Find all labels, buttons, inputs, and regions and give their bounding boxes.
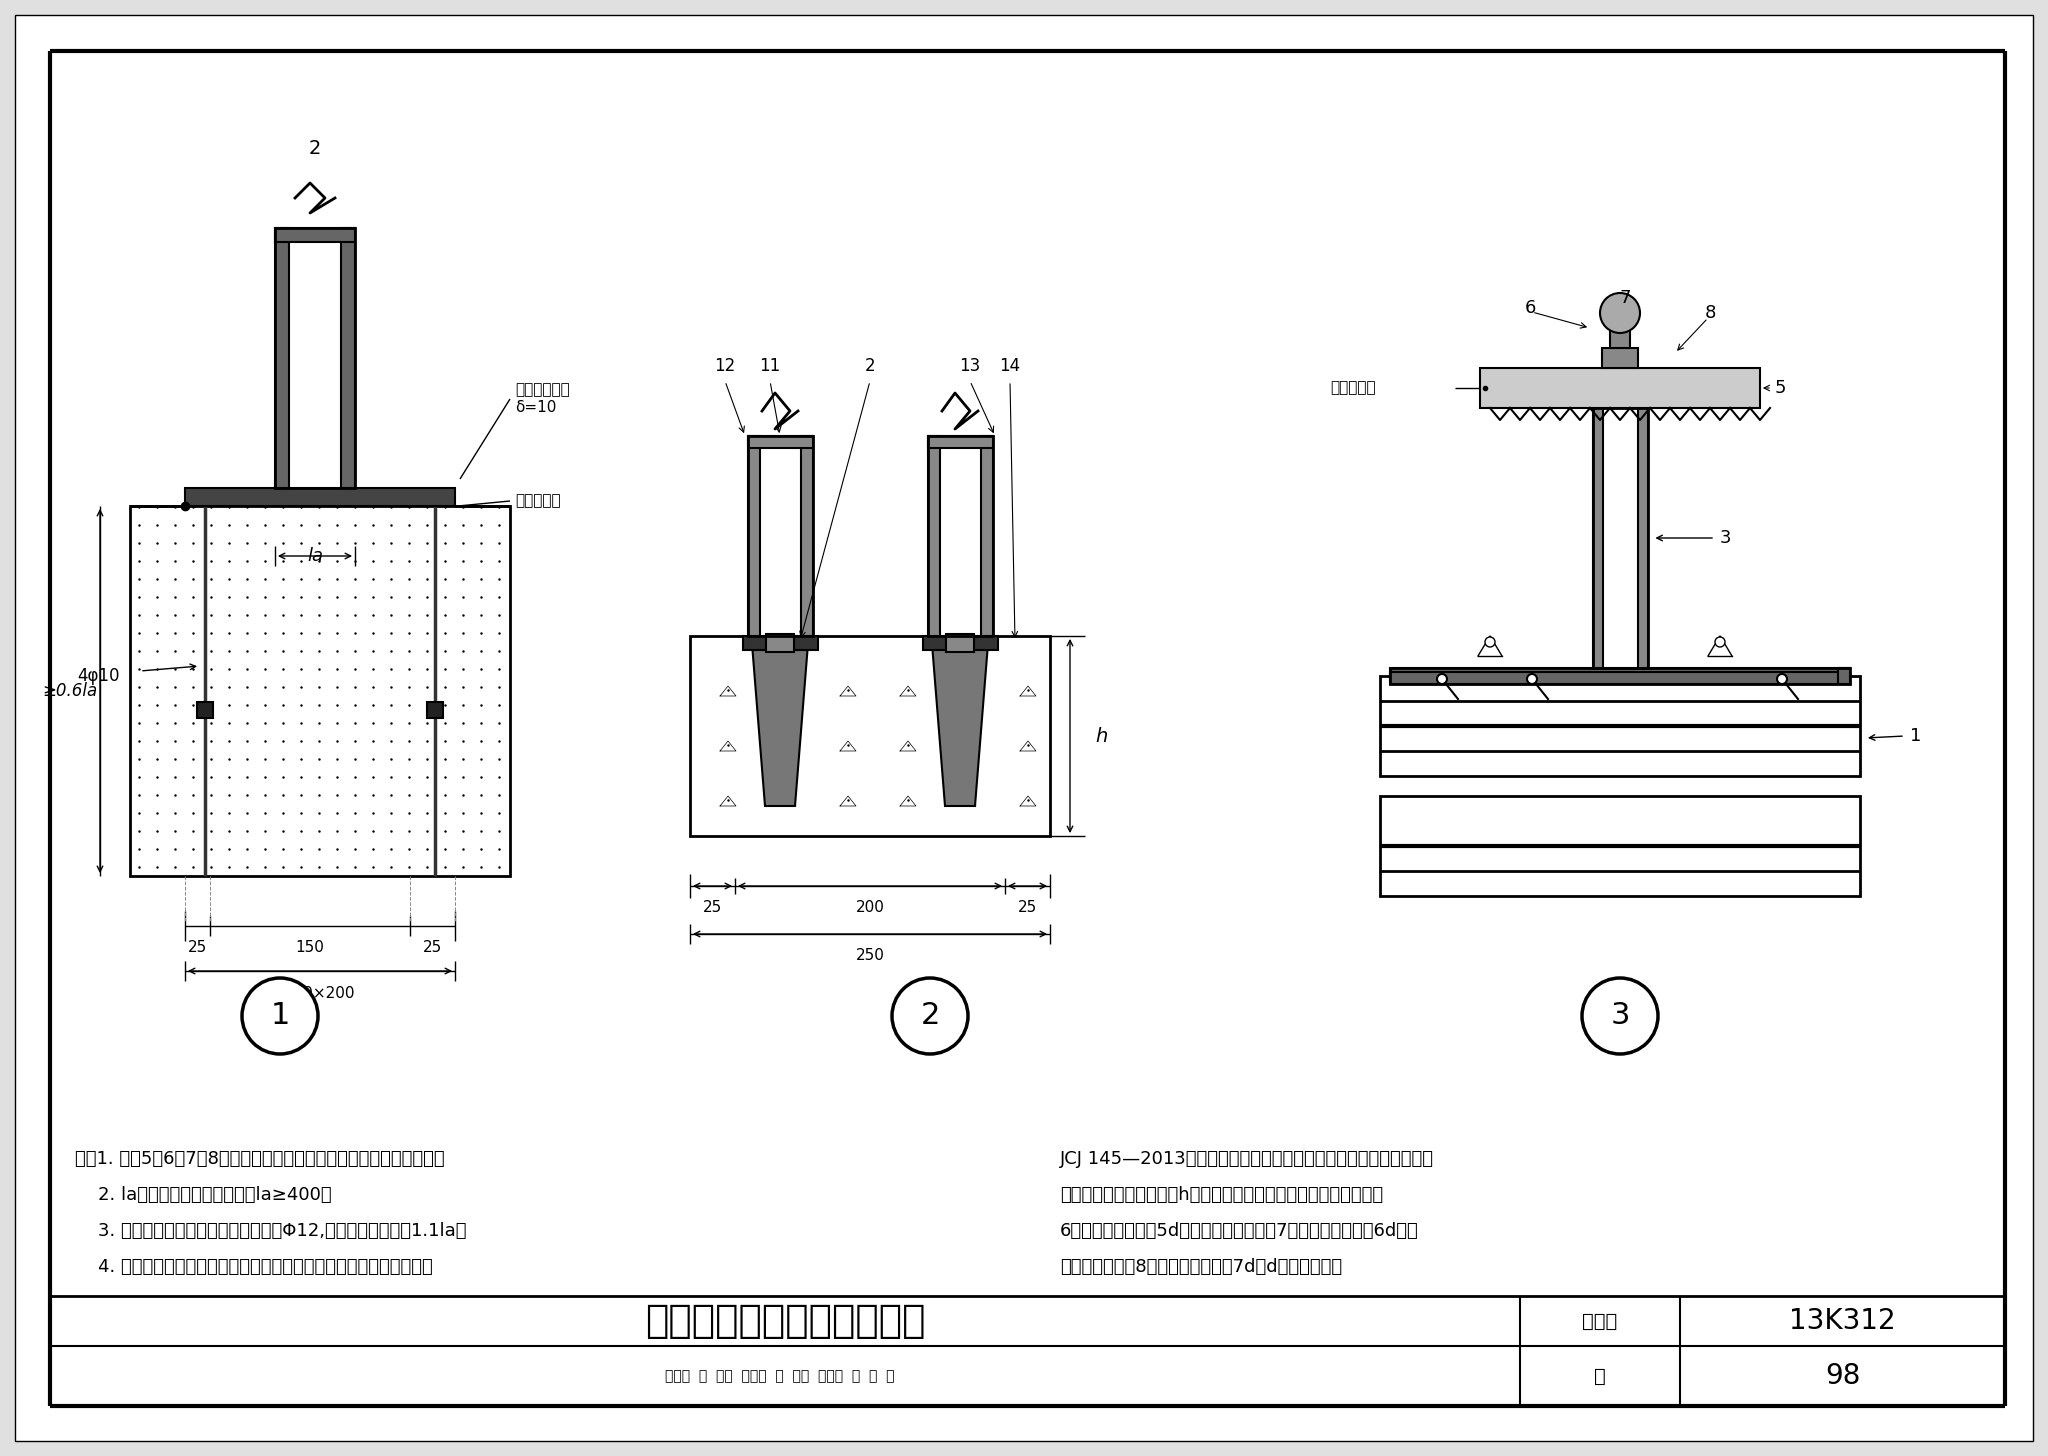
- Circle shape: [242, 978, 317, 1054]
- Bar: [274, 229, 354, 488]
- Bar: [1391, 668, 1849, 684]
- Text: 200: 200: [856, 900, 885, 916]
- Bar: [1610, 323, 1630, 348]
- Text: 25: 25: [422, 941, 442, 955]
- Text: 6度的地区，不小于5d；在抗震设防烈度为7度的地区，不小于6d；在: 6度的地区，不小于5d；在抗震设防烈度为7度的地区，不小于6d；在: [1061, 1222, 1419, 1241]
- Text: 3. 抗震设计时，预埋件钢筋大于等于Φ12,锚固长度大于等于1.1la。: 3. 抗震设计时，预埋件钢筋大于等于Φ12,锚固长度大于等于1.1la。: [76, 1222, 467, 1241]
- Text: 2: 2: [920, 1002, 940, 1031]
- Text: δ=10: δ=10: [514, 400, 557, 415]
- Bar: [1638, 408, 1647, 668]
- Polygon shape: [752, 649, 807, 807]
- Text: ≥0.6la: ≥0.6la: [43, 681, 98, 700]
- Text: 150: 150: [295, 941, 324, 955]
- Bar: [1837, 668, 1849, 684]
- Text: 3: 3: [1610, 1002, 1630, 1031]
- Circle shape: [1528, 674, 1536, 684]
- Text: 据实际情况确定锚固深度h，且应满足以下要求：在抗震设防烈度为: 据实际情况确定锚固深度h，且应满足以下要求：在抗震设防烈度为: [1061, 1187, 1382, 1204]
- Text: 注：1. 件号5、6、7、8的材料规格及件数以所选设备配置的数据为准。: 注：1. 件号5、6、7、8的材料规格及件数以所选设备配置的数据为准。: [76, 1150, 444, 1168]
- Text: 14: 14: [999, 357, 1020, 376]
- Circle shape: [1714, 638, 1724, 646]
- Text: 1: 1: [270, 1002, 289, 1031]
- Bar: [928, 435, 993, 636]
- Bar: [748, 435, 813, 448]
- Bar: [1380, 676, 1860, 776]
- Text: 8: 8: [1704, 304, 1716, 322]
- Text: 结构预埋钢板: 结构预埋钢板: [514, 383, 569, 397]
- Bar: [1481, 368, 1759, 408]
- Bar: [922, 636, 997, 649]
- Text: 3: 3: [1720, 529, 1731, 547]
- Bar: [129, 507, 510, 877]
- Bar: [1380, 796, 1860, 895]
- Bar: [197, 702, 213, 718]
- Circle shape: [1485, 638, 1495, 646]
- Bar: [184, 488, 455, 507]
- Text: 压力埋弧焊: 压力埋弧焊: [514, 494, 561, 508]
- Text: 250: 250: [856, 948, 885, 964]
- Bar: [1602, 348, 1638, 368]
- Circle shape: [1599, 293, 1640, 333]
- Bar: [129, 507, 510, 877]
- Bar: [690, 636, 1051, 836]
- Bar: [801, 435, 813, 636]
- Text: 抗震设防烈度为8度的地区，不小于7d。d为锚栓直径。: 抗震设防烈度为8度的地区，不小于7d。d为锚栓直径。: [1061, 1258, 1341, 1275]
- Text: 25: 25: [188, 941, 207, 955]
- Text: 6: 6: [1524, 298, 1536, 317]
- Circle shape: [1581, 978, 1659, 1054]
- Circle shape: [1778, 674, 1788, 684]
- Text: 1: 1: [1911, 727, 1921, 745]
- Text: h: h: [1096, 727, 1108, 745]
- Bar: [274, 229, 289, 488]
- Bar: [946, 633, 975, 652]
- Bar: [342, 229, 354, 488]
- Text: 图集号: 图集号: [1583, 1312, 1618, 1331]
- Circle shape: [1438, 674, 1448, 684]
- Bar: [766, 633, 795, 652]
- Bar: [1593, 408, 1602, 668]
- Text: la: la: [307, 547, 324, 565]
- Text: 5: 5: [1776, 379, 1786, 397]
- Bar: [748, 435, 760, 636]
- Text: 4. 膨胀型锚栓及其布置应按行业标准《混凝土结构后锚固技术规程》: 4. 膨胀型锚栓及其布置应按行业标准《混凝土结构后锚固技术规程》: [76, 1258, 432, 1275]
- Text: 2: 2: [864, 357, 874, 376]
- Circle shape: [893, 978, 969, 1054]
- Bar: [928, 435, 940, 636]
- Text: 11: 11: [760, 357, 780, 376]
- Bar: [748, 435, 813, 636]
- Text: 25: 25: [702, 900, 723, 916]
- Text: 13K312: 13K312: [1790, 1307, 1896, 1335]
- Bar: [690, 636, 1051, 836]
- Text: 审核白  玲  沿命  核对付  诫  水潮  设计成  藻  以  鑫: 审核白 玲 沿命 核对付 诫 水潮 设计成 藻 以 鑫: [666, 1369, 895, 1383]
- Bar: [981, 435, 993, 636]
- Text: 7: 7: [1620, 288, 1630, 307]
- Text: 空气幕支座: 空气幕支座: [1329, 380, 1376, 396]
- Text: 2: 2: [309, 138, 322, 157]
- Text: 200×200: 200×200: [285, 986, 354, 1000]
- Text: 98: 98: [1825, 1361, 1860, 1390]
- Bar: [426, 702, 442, 718]
- Text: 页: 页: [1593, 1367, 1606, 1386]
- Text: 一端砖墙上、一端立柱安装: 一端砖墙上、一端立柱安装: [645, 1302, 926, 1340]
- Bar: [928, 435, 993, 448]
- Bar: [274, 229, 354, 242]
- Polygon shape: [932, 649, 987, 807]
- Text: 4φ10: 4φ10: [78, 667, 121, 684]
- Bar: [1391, 673, 1849, 684]
- Bar: [1391, 668, 1849, 680]
- Text: 25: 25: [1018, 900, 1036, 916]
- Bar: [743, 636, 817, 649]
- Bar: [1593, 408, 1647, 668]
- Text: JCJ 145—2013及相关资料由结构施工人员进行复核与验算，并应根: JCJ 145—2013及相关资料由结构施工人员进行复核与验算，并应根: [1061, 1150, 1434, 1168]
- Text: 12: 12: [715, 357, 735, 376]
- Text: 2. la为预埋件钢筋锚固长度，la≥400。: 2. la为预埋件钢筋锚固长度，la≥400。: [76, 1187, 332, 1204]
- Text: 13: 13: [958, 357, 981, 376]
